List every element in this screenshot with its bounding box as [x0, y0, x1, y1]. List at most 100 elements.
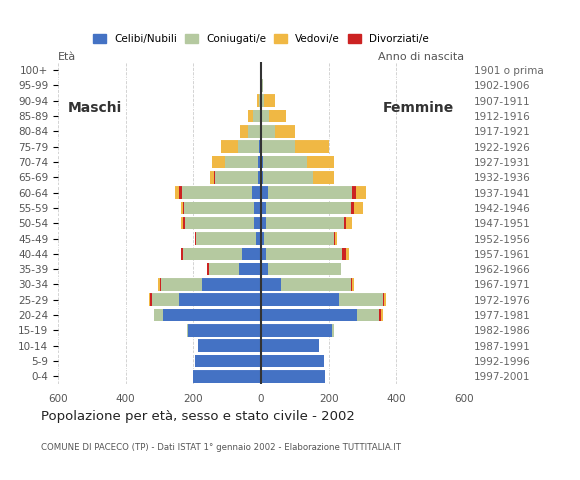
Bar — [261, 263, 268, 276]
Bar — [259, 95, 260, 107]
Bar — [222, 140, 238, 153]
Bar — [261, 278, 281, 291]
Bar — [256, 232, 261, 245]
Bar — [266, 202, 351, 214]
Bar — [264, 232, 334, 245]
Bar — [239, 263, 261, 276]
Bar — [346, 248, 349, 260]
Bar — [342, 248, 346, 260]
Bar — [160, 278, 161, 291]
Bar — [270, 110, 287, 122]
Bar — [207, 263, 209, 276]
Bar — [260, 110, 261, 122]
Bar — [212, 156, 226, 168]
Bar — [266, 248, 342, 260]
Bar — [281, 278, 351, 291]
Text: Maschi: Maschi — [68, 101, 122, 115]
Bar — [261, 171, 263, 183]
Bar — [351, 278, 353, 291]
Text: Popolazione per età, sesso e stato civile - 2002: Popolazione per età, sesso e stato civil… — [41, 410, 354, 423]
Bar — [179, 293, 261, 306]
Bar — [332, 324, 334, 336]
Bar — [261, 125, 274, 138]
Bar — [383, 293, 385, 306]
Bar — [385, 293, 386, 306]
Bar — [258, 171, 261, 183]
Bar — [175, 186, 179, 199]
Bar — [307, 156, 333, 168]
Bar — [261, 309, 357, 322]
Bar — [261, 110, 270, 122]
Bar — [339, 293, 383, 306]
Bar — [258, 156, 261, 168]
Bar — [261, 232, 264, 245]
Bar — [152, 293, 179, 306]
Bar — [264, 95, 274, 107]
Bar — [268, 263, 340, 276]
Bar — [335, 232, 337, 245]
Bar — [242, 248, 261, 260]
Bar — [209, 263, 239, 276]
Bar — [148, 293, 150, 306]
Bar — [158, 278, 160, 291]
Bar — [381, 309, 383, 322]
Bar — [248, 110, 253, 122]
Bar — [182, 217, 183, 229]
Bar — [261, 202, 266, 214]
Bar — [253, 202, 261, 214]
Bar — [183, 248, 242, 260]
Bar — [253, 110, 260, 122]
Bar — [202, 278, 261, 291]
Legend: Celibi/Nubili, Coniugati/e, Vedovi/e, Divorziati/e: Celibi/Nubili, Coniugati/e, Vedovi/e, Di… — [91, 32, 431, 47]
Bar — [346, 217, 353, 229]
Bar — [357, 309, 379, 322]
Bar — [261, 95, 264, 107]
Bar — [295, 140, 329, 153]
Bar — [261, 339, 318, 352]
Bar — [183, 217, 185, 229]
Bar — [254, 217, 261, 229]
Bar — [260, 95, 261, 107]
Bar — [215, 171, 258, 183]
Bar — [261, 324, 332, 336]
Bar — [238, 140, 259, 153]
Bar — [210, 171, 213, 183]
Bar — [266, 217, 344, 229]
Bar — [240, 125, 248, 138]
Bar — [182, 248, 183, 260]
Bar — [261, 293, 339, 306]
Bar — [150, 293, 152, 306]
Bar — [259, 140, 261, 153]
Bar — [261, 248, 266, 260]
Bar — [195, 232, 197, 245]
Bar — [182, 186, 252, 199]
Bar — [344, 217, 346, 229]
Bar — [260, 125, 261, 138]
Bar — [261, 355, 324, 367]
Bar — [268, 186, 353, 199]
Bar — [261, 79, 263, 92]
Bar — [353, 186, 356, 199]
Text: Femmine: Femmine — [383, 101, 454, 115]
Bar — [226, 156, 258, 168]
Bar — [193, 370, 261, 383]
Bar — [185, 217, 254, 229]
Bar — [257, 95, 259, 107]
Text: Età: Età — [58, 52, 76, 61]
Bar — [274, 125, 295, 138]
Bar — [263, 171, 313, 183]
Bar — [161, 278, 202, 291]
Bar — [248, 125, 260, 138]
Bar — [379, 309, 381, 322]
Bar — [188, 324, 261, 336]
Bar — [181, 202, 183, 214]
Bar — [261, 370, 325, 383]
Bar — [184, 202, 253, 214]
Bar — [213, 171, 215, 183]
Bar — [261, 217, 266, 229]
Bar — [353, 278, 354, 291]
Bar — [187, 324, 188, 336]
Bar — [154, 309, 163, 322]
Text: COMUNE DI PACECO (TP) - Dati ISTAT 1° gennaio 2002 - Elaborazione TUTTITALIA.IT: COMUNE DI PACECO (TP) - Dati ISTAT 1° ge… — [41, 443, 401, 452]
Bar — [195, 355, 261, 367]
